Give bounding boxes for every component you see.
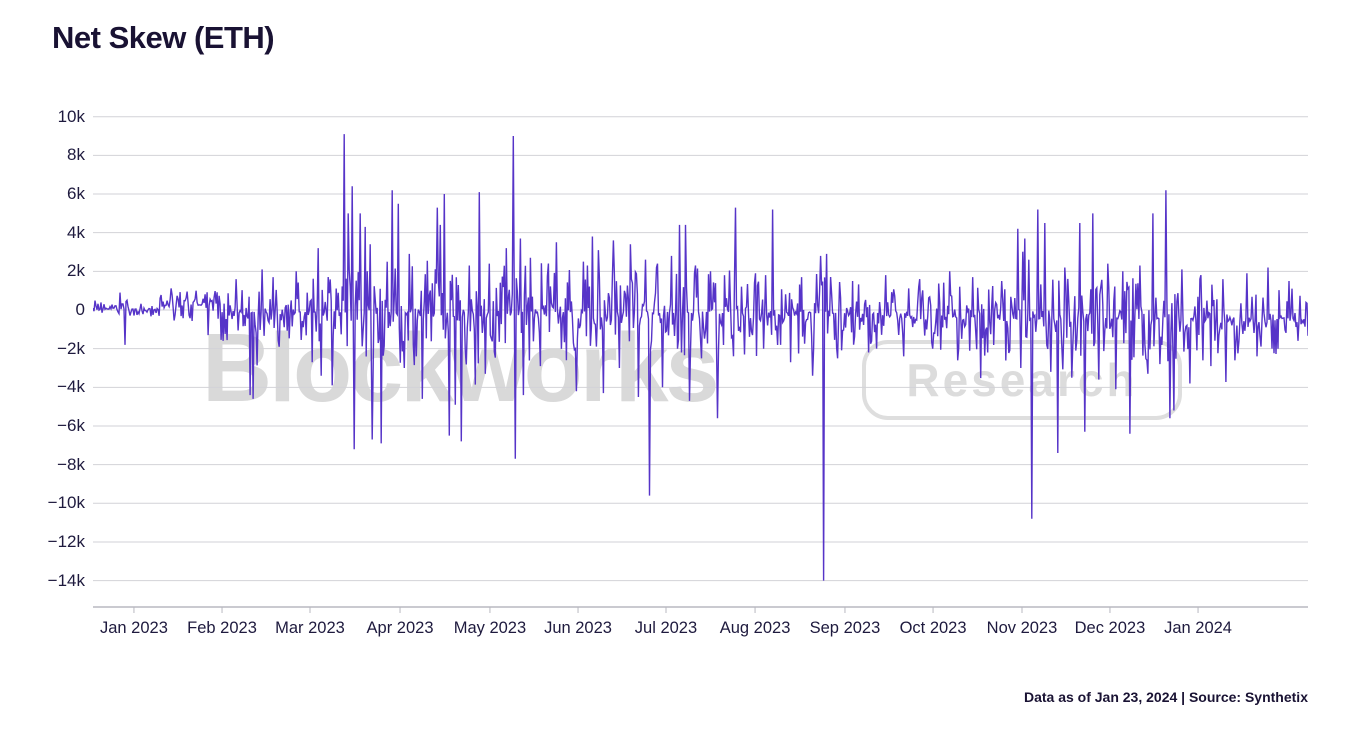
- x-tick-label: Jul 2023: [634, 619, 698, 637]
- y-tick-label: 10k: [57, 106, 85, 126]
- x-tick-label: Jan 2023: [99, 619, 168, 637]
- x-tick-label: Oct 2023: [899, 619, 967, 637]
- x-tick-label: Apr 2023: [366, 619, 434, 637]
- y-tick-label: −4k: [57, 377, 85, 397]
- y-tick-label: −8k: [57, 454, 85, 474]
- y-tick-label: −10k: [47, 493, 85, 513]
- x-tick-label: Sep 2023: [809, 619, 881, 637]
- y-tick-label: 4k: [67, 222, 85, 242]
- y-tick-label: 6k: [67, 184, 85, 204]
- y-tick-label: −14k: [47, 570, 85, 590]
- y-tick-label: −12k: [47, 531, 85, 551]
- x-tick-label: May 2023: [453, 619, 527, 637]
- y-tick-label: 2k: [67, 261, 85, 281]
- x-tick-label: Dec 2023: [1074, 619, 1146, 637]
- y-tick-label: 0: [75, 300, 85, 319]
- x-tick-label: Mar 2023: [275, 619, 345, 637]
- source-note: Data as of Jan 23, 2024 | Source: Synthe…: [1023, 689, 1308, 705]
- x-tick-label: Feb 2023: [187, 619, 257, 637]
- x-tick-label: Jan 2024: [1164, 619, 1232, 637]
- net-skew-series-line: [93, 134, 1308, 581]
- y-tick-label: −2k: [57, 338, 85, 358]
- x-tick-label: Aug 2023: [719, 619, 791, 637]
- y-tick-label: 8k: [67, 145, 85, 165]
- y-tick-label: −6k: [57, 415, 85, 435]
- chart-title: Net Skew (ETH): [52, 20, 275, 55]
- x-tick-label: Nov 2023: [986, 619, 1058, 637]
- net-skew-line-chart: [93, 116, 1308, 613]
- x-tick-label: Jun 2023: [544, 619, 612, 637]
